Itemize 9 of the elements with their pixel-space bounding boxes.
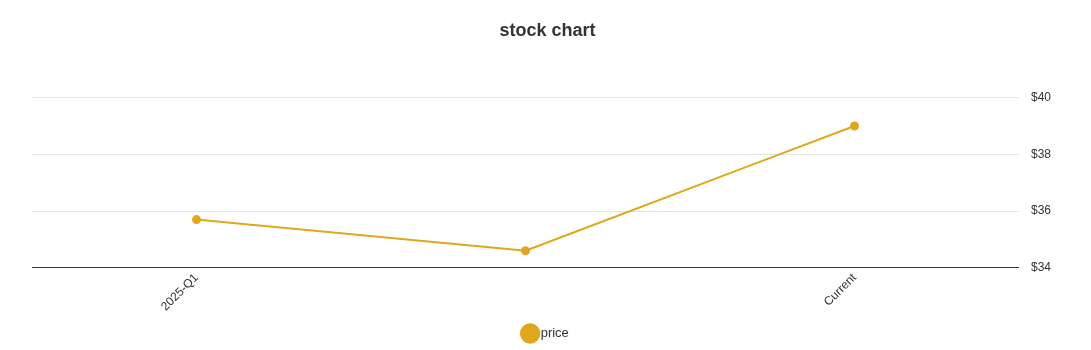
y-tick-label: $34 <box>1030 260 1052 275</box>
y-tick-label: $40 <box>1030 89 1052 104</box>
y-tick-label: $38 <box>1030 146 1052 161</box>
legend-label: price <box>540 325 569 341</box>
chart-title: stock chart <box>499 19 596 40</box>
y-tick-label: $36 <box>1030 203 1052 218</box>
point <box>192 215 201 225</box>
point <box>520 246 530 256</box>
point <box>849 121 859 131</box>
